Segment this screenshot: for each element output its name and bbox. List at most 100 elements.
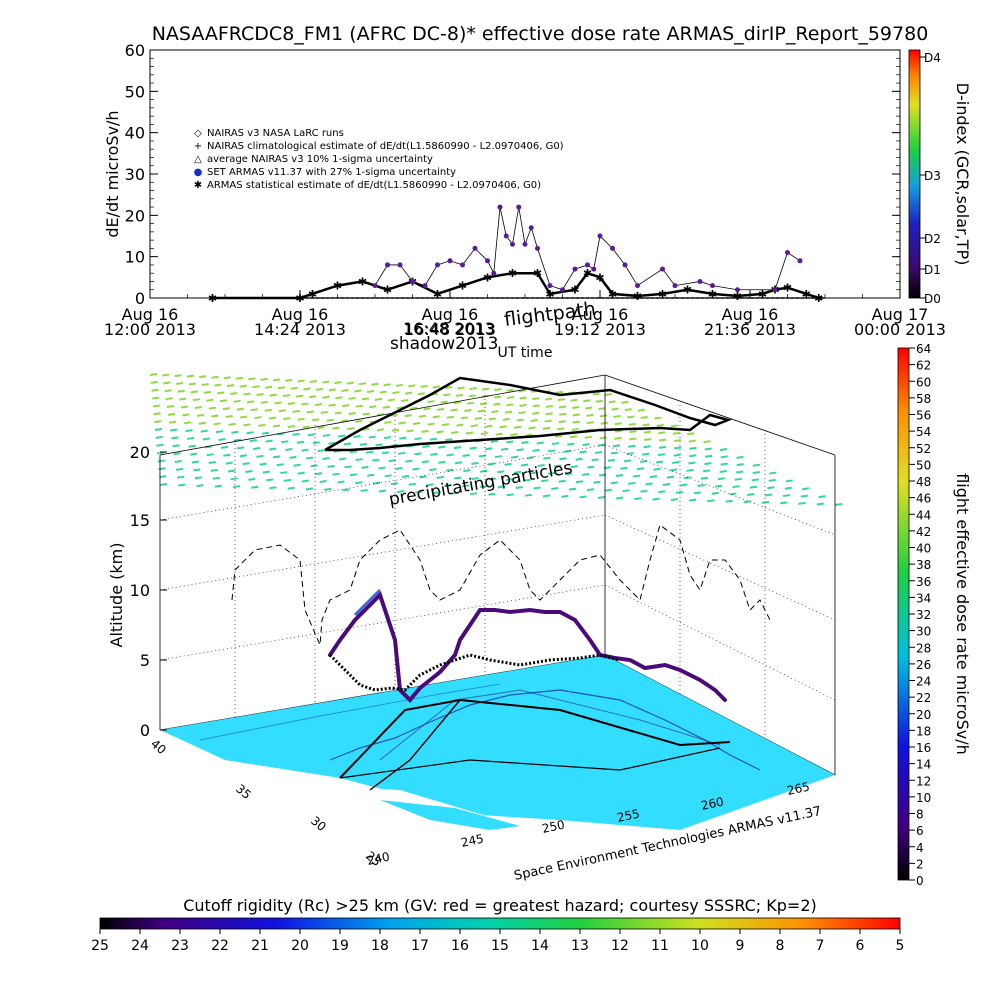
precip-grid-cell: [159, 483, 168, 486]
precip-grid-cell: [519, 396, 527, 400]
top-y-tick-label: 60: [125, 41, 145, 60]
precip-grid-cell: [196, 484, 204, 488]
precip-grid-cell: [629, 437, 637, 441]
precip-grid-cell: [397, 490, 405, 494]
precip-grid-cell: [272, 424, 281, 428]
precip-grid-cell: [493, 402, 501, 406]
precip-grid-cell: [230, 477, 238, 481]
precip-grid-cell: [322, 395, 330, 399]
precip-grid-cell: [604, 488, 612, 492]
precip-grid-cell: [462, 453, 470, 457]
dose-trajectory: [328, 588, 727, 703]
precip-grid-cell: [518, 411, 526, 415]
precip-grid-cell: [446, 468, 454, 472]
precip-grid-cell: [170, 428, 178, 432]
precip-grid-cell: [272, 378, 281, 382]
precip-grid-cell: [570, 398, 578, 402]
precip-grid-cell: [451, 491, 460, 495]
precip-grid-cell: [245, 469, 253, 473]
precip-grid-cell: [215, 430, 224, 434]
precip-grid-cell: [834, 503, 843, 506]
precip-grid-cell: [371, 382, 379, 386]
precip-grid-cell: [438, 445, 446, 449]
statistical-estimate-point: ✱: [633, 290, 642, 303]
precip-grid-cell: [324, 487, 332, 491]
precip-grid-cell: [366, 390, 375, 394]
precip-grid-cell: [202, 437, 210, 441]
precip-grid-cell: [673, 453, 681, 457]
precip-grid-cell: [388, 459, 396, 463]
precip-grid-cell: [408, 384, 416, 388]
statistical-estimate-point: ✱: [483, 271, 492, 284]
precip-grid-cell: [199, 375, 207, 379]
precip-grid-cell: [704, 462, 712, 466]
precip-grid-cell: [287, 401, 295, 405]
precip-grid-cell: [252, 385, 260, 389]
precip-grid-cell: [749, 485, 758, 489]
precip-grid-cell: [632, 474, 641, 478]
precip-grid-cell: [443, 393, 451, 397]
precip-grid-cell: [307, 433, 315, 437]
precip-grid-cell: [479, 402, 488, 406]
statistical-estimate-point: ✱: [308, 288, 317, 301]
precip-grid-cell: [254, 416, 262, 420]
precip-grid-cell: [593, 480, 601, 484]
precip-grid-cell: [639, 459, 648, 463]
precip-grid-cell: [598, 407, 606, 411]
precip-grid-cell: [305, 456, 314, 460]
precip-grid-cell: [544, 397, 553, 401]
precip-grid-cell: [326, 418, 334, 422]
flightpath-top: [324, 376, 732, 452]
armas-measurement-point: [510, 241, 515, 247]
armas-measurement-point: [660, 266, 665, 272]
precip-grid-cell: [610, 481, 618, 485]
precip-grid-cell: [628, 422, 636, 426]
precip-grid-cell: [239, 384, 247, 388]
precip-grid-cell: [405, 391, 413, 395]
precip-grid-cell: [528, 426, 536, 430]
precip-grid-cell: [637, 408, 645, 412]
dose-colorbar-tick-label: 50: [916, 458, 931, 472]
precip-grid-cell: [610, 451, 619, 455]
precip-grid-cell: [689, 454, 697, 458]
precip-grid-cell: [645, 482, 653, 486]
d-index-colorbar-ticks: D0 D1 D2 D3 D4: [920, 51, 941, 306]
precip-grid-cell: [177, 389, 185, 393]
top-x-tick-time: 19:12 2013: [554, 320, 646, 339]
precip-grid-cell: [334, 411, 342, 415]
precip-grid-cell: [640, 416, 648, 420]
precip-grid-cell: [226, 384, 235, 388]
dose-colorbar-tick-label: 26: [916, 658, 931, 672]
precip-grid-cell: [359, 442, 367, 446]
precip-grid-cell: [251, 485, 259, 489]
precip-grid-cell: [767, 486, 775, 490]
precip-grid-cell: [277, 432, 285, 436]
precip-grid-cell: [499, 425, 507, 429]
precip-grid-cell: [211, 414, 219, 418]
precip-grid-cell: [510, 455, 519, 459]
precip-grid-cell: [171, 436, 179, 440]
precip-grid-cell: [262, 470, 271, 474]
precip-grid-cell: [173, 452, 181, 456]
precip-grid-cell: [225, 414, 233, 418]
precip-grid-cell: [800, 494, 808, 498]
precip-grid-cell: [579, 495, 587, 499]
precip-grid-cell: [322, 433, 331, 437]
statistical-estimate-point: ✱: [508, 267, 517, 280]
precip-grid-cell: [532, 411, 540, 415]
top-y-tick-label: 0: [135, 289, 145, 308]
top-x-tick-day: Aug 16: [272, 305, 329, 324]
precip-grid-cell: [583, 399, 591, 403]
precip-grid-cell: [586, 488, 595, 492]
precip-grid-cell: [186, 374, 195, 378]
precip-grid-cell: [239, 454, 248, 458]
rigidity-tick-label: 5: [896, 938, 905, 954]
precip-grid-cell: [531, 471, 539, 475]
legend-symbol: ◇: [194, 128, 202, 139]
precip-grid-cell: [367, 473, 375, 477]
altitude-tick-label: 0: [140, 721, 150, 740]
precip-grid-cell: [190, 390, 199, 394]
precip-grid-cell: [413, 422, 421, 426]
